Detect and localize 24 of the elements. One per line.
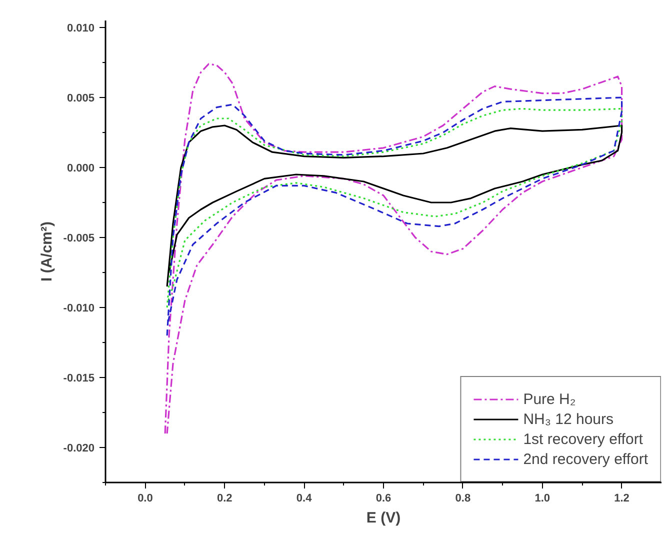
line-series [166, 124, 623, 288]
legend-label: Pure H₂ [523, 390, 576, 408]
x-axis-title: E (V) [366, 510, 401, 526]
y-axis-title: I (A/cm²) [38, 221, 56, 282]
x-tick-label: 1.0 [534, 492, 550, 504]
x-tick-label: 0.4 [296, 492, 313, 504]
line-series [164, 63, 623, 434]
legend-label: 2nd recovery effort [523, 450, 648, 468]
line-series [166, 108, 623, 308]
y-tick-label: -0.005 [63, 232, 95, 244]
x-tick-label: 1.2 [614, 492, 630, 504]
x-tick-label: 0.6 [376, 492, 392, 504]
y-tick-label: -0.020 [63, 442, 95, 454]
y-tick-label: -0.010 [63, 302, 95, 314]
x-tick-label: 0.0 [138, 492, 153, 504]
y-tick-label: 0.000 [66, 162, 95, 174]
y-tick-label: -0.015 [63, 372, 95, 384]
x-tick-label: 0.2 [216, 492, 232, 504]
legend-label: 1st recovery effort [523, 430, 643, 448]
y-tick-label: 0.005 [66, 92, 95, 104]
legend-label: NH₃ 12 hours [523, 410, 614, 428]
x-tick-label: 0.8 [455, 492, 471, 504]
y-tick-label: 0.010 [66, 22, 95, 34]
line-series [166, 96, 623, 336]
